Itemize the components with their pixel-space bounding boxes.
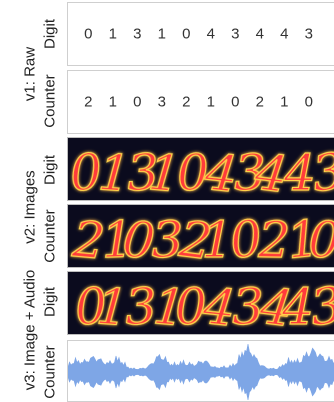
- digit-value-5: 4: [206, 25, 215, 43]
- row-label-v3-counter: Counter: [41, 345, 59, 399]
- digit-glyph-8: 4: [283, 144, 316, 201]
- row-label-v1-digit: Digit: [41, 18, 59, 50]
- digit-glyph-9: 0: [307, 211, 334, 268]
- digit-glyph-6: 3: [232, 278, 265, 335]
- digit-value-0: 0: [84, 25, 93, 43]
- digit-value-3: 1: [157, 25, 166, 43]
- audio-waveform: [68, 343, 334, 401]
- digit-value-7: 4: [255, 25, 264, 43]
- digit-glyph-3: 1: [151, 277, 188, 335]
- digit-glyph-1: 1: [101, 210, 135, 268]
- digit-glyph-6: 0: [227, 209, 266, 268]
- counter-value-4: 2: [182, 93, 191, 111]
- digit-glyph-4: 2: [175, 210, 215, 268]
- digit-glyph-2: 3: [126, 143, 161, 201]
- waveform-shape: [68, 343, 334, 401]
- digit-glyph-4: 0: [174, 277, 208, 335]
- digit-glyph-0: 2: [69, 210, 107, 268]
- digit-glyph-2: 0: [120, 210, 158, 268]
- group-label-v2: v2: Images: [21, 170, 39, 244]
- digit-glyph-1: 1: [96, 143, 132, 201]
- digit-glyph-0: 0: [73, 277, 109, 335]
- group-label-v3: v3: Image + Audio: [21, 269, 39, 391]
- counter-value-0: 2: [84, 93, 93, 111]
- digit-value-8: 4: [280, 25, 289, 43]
- counter-value-7: 2: [255, 93, 264, 111]
- counter-value-6: 0: [231, 93, 240, 111]
- digit-value-2: 3: [133, 25, 142, 43]
- digit-glyph-0: 0: [68, 143, 104, 201]
- panel-v3-counter: [67, 340, 334, 402]
- digit-value-4: 0: [182, 25, 191, 43]
- counter-value-9: 0: [304, 93, 313, 111]
- row-label-v2-counter: Counter: [41, 209, 59, 263]
- digit-glyph-3: 1: [146, 143, 183, 201]
- digit-glyph-3: 3: [151, 211, 184, 268]
- digit-glyph-8: 1: [284, 209, 322, 268]
- counter-value-5: 1: [206, 93, 215, 111]
- digit-glyph-2: 3: [124, 277, 159, 335]
- counter-value-3: 3: [157, 93, 166, 111]
- digit-glyph-5: 4: [201, 143, 240, 201]
- digit-value-1: 1: [108, 25, 117, 43]
- digit-glyph-4: 0: [176, 143, 210, 201]
- counter-value-1: 1: [108, 93, 117, 111]
- digit-glyph-8: 4: [281, 278, 314, 335]
- row-label-v3-digit: Digit: [41, 286, 59, 318]
- row-label-v1-counter: Counter: [41, 74, 59, 128]
- digit-glyph-7: 4: [256, 277, 296, 335]
- group-label-v1: v1: Raw: [21, 46, 39, 102]
- digit-glyph-9: 3: [309, 142, 334, 201]
- counter-value-2: 0: [133, 93, 142, 111]
- digit-glyph-6: 3: [234, 144, 267, 201]
- digit-value-9: 3: [304, 25, 313, 43]
- digit-glyph-5: 4: [199, 277, 238, 335]
- digit-glyph-5: 1: [202, 211, 234, 268]
- digit-glyph-1: 1: [94, 277, 130, 335]
- digit-value-6: 3: [231, 25, 240, 43]
- digit-glyph-7: 2: [257, 211, 291, 268]
- row-label-v2-digit: Digit: [41, 154, 59, 186]
- digit-glyph-7: 4: [251, 143, 291, 201]
- counter-value-8: 1: [280, 93, 289, 111]
